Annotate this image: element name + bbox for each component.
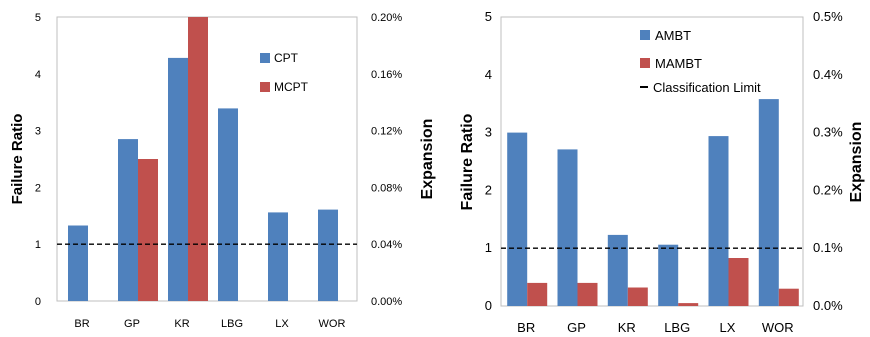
y-tick-label: 4	[485, 67, 492, 82]
legend-label-mcpt: MCPT	[274, 80, 309, 94]
y-tick-label: 1	[35, 239, 41, 251]
y2-tick-label: 0.00%	[371, 296, 402, 308]
left-y-ticks: 0 1 2 3 4 5	[35, 12, 41, 308]
y-tick-label: 3	[35, 126, 41, 138]
y2-tick-label: 0.20%	[371, 12, 402, 24]
bar-mambt-lx	[728, 258, 749, 306]
legend-swatch-cpt	[260, 53, 270, 63]
x-tick-label: WOR	[319, 318, 346, 330]
bar-ambt-kr	[607, 234, 628, 306]
y-tick-label: 2	[485, 182, 492, 197]
y2-axis-title: Expansion	[419, 119, 436, 200]
y2-tick-label: 0.4%	[813, 67, 843, 82]
y2-tick-label: 0.04%	[371, 239, 402, 251]
bar-mambt-wor	[778, 288, 799, 306]
bar-ambt-lx	[708, 136, 729, 306]
y-tick-label: 3	[485, 125, 492, 140]
bar-mambt-br	[527, 282, 548, 306]
x-ticks: BR GP KR LBG LX WOR	[74, 318, 345, 330]
bar-ambt-gp	[557, 149, 578, 306]
right-y-ticks: 0.0% 0.1% 0.2% 0.3% 0.4% 0.5%	[813, 9, 843, 313]
y2-tick-label: 0.2%	[813, 182, 843, 197]
y2-tick-label: 0.16%	[371, 69, 402, 81]
bar-ambt-wor	[758, 99, 779, 306]
y-axis-title: Failure Ratio	[459, 113, 476, 210]
left-bars-group	[68, 17, 338, 302]
bar-mcpt-gp	[138, 159, 158, 301]
x-tick-label: KR	[618, 320, 636, 335]
bar-cpt-br	[68, 225, 88, 301]
x-tick-label: BR	[74, 318, 89, 330]
legend-label-cpt: CPT	[274, 51, 299, 65]
y2-axis-title: Expansion	[848, 122, 865, 203]
legend-swatch-ambt	[640, 30, 650, 40]
legend-swatch-mambt	[640, 58, 650, 68]
plot-area-frame	[500, 16, 804, 307]
chart-left: 0 1 2 3 4 5 0.00% 0.04% 0.08% 0.12% 0.16% 0.20% BR…	[9, 12, 436, 330]
x-tick-label: BR	[517, 320, 535, 335]
right-bars-group	[507, 99, 799, 306]
y-tick-label: 0	[485, 298, 492, 313]
y-axis-title: Failure Ratio	[9, 114, 26, 205]
bar-ambt-lbg	[658, 244, 679, 306]
bar-mcpt-kr	[188, 17, 208, 301]
y-tick-label: 2	[35, 182, 41, 194]
bar-ambt-br	[507, 132, 528, 306]
legend: AMBT MAMBT Classification Limit	[640, 28, 761, 95]
y2-tick-label: 0.12%	[371, 126, 402, 138]
x-tick-label: KR	[174, 318, 189, 330]
bar-cpt-lx	[268, 212, 288, 301]
y-tick-label: 1	[485, 240, 492, 255]
y2-tick-label: 0.5%	[813, 9, 843, 24]
bar-cpt-wor	[318, 209, 338, 301]
x-tick-label: GP	[567, 320, 586, 335]
x-tick-label: LX	[275, 318, 289, 330]
legend: CPT MCPT	[260, 51, 309, 94]
legend-swatch-mcpt	[260, 82, 270, 92]
chart-right: 0 1 2 3 4 5 0.0% 0.1% 0.2% 0.3% 0.4% 0.5% BR GP KR LB…	[459, 9, 865, 335]
y2-tick-label: 0.08%	[371, 182, 402, 194]
x-tick-label: LBG	[664, 320, 690, 335]
legend-label-limit: Classification Limit	[653, 80, 761, 95]
legend-label-ambt: AMBT	[655, 28, 691, 43]
x-tick-label: LBG	[221, 318, 243, 330]
x-tick-label: LX	[720, 320, 736, 335]
bar-mambt-gp	[577, 282, 598, 306]
y-tick-label: 5	[35, 12, 41, 24]
bar-mambt-lbg	[678, 303, 699, 306]
y2-tick-label: 0.0%	[813, 298, 843, 313]
y-tick-label: 5	[485, 9, 492, 24]
y-tick-label: 4	[35, 69, 41, 81]
bar-mambt-kr	[627, 287, 648, 306]
y-tick-label: 0	[35, 296, 41, 308]
x-tick-label: WOR	[762, 320, 794, 335]
x-tick-label: GP	[124, 318, 140, 330]
left-y-ticks: 0 1 2 3 4 5	[485, 9, 492, 313]
bar-cpt-gp	[118, 139, 138, 301]
bar-cpt-lbg	[218, 108, 238, 302]
bar-cpt-kr	[168, 57, 188, 302]
right-y-ticks: 0.00% 0.04% 0.08% 0.12% 0.16% 0.20%	[371, 12, 402, 308]
y2-tick-label: 0.1%	[813, 240, 843, 255]
x-ticks: BR GP KR LBG LX WOR	[517, 320, 794, 335]
legend-label-mambt: MAMBT	[655, 56, 702, 71]
y2-tick-label: 0.3%	[813, 125, 843, 140]
